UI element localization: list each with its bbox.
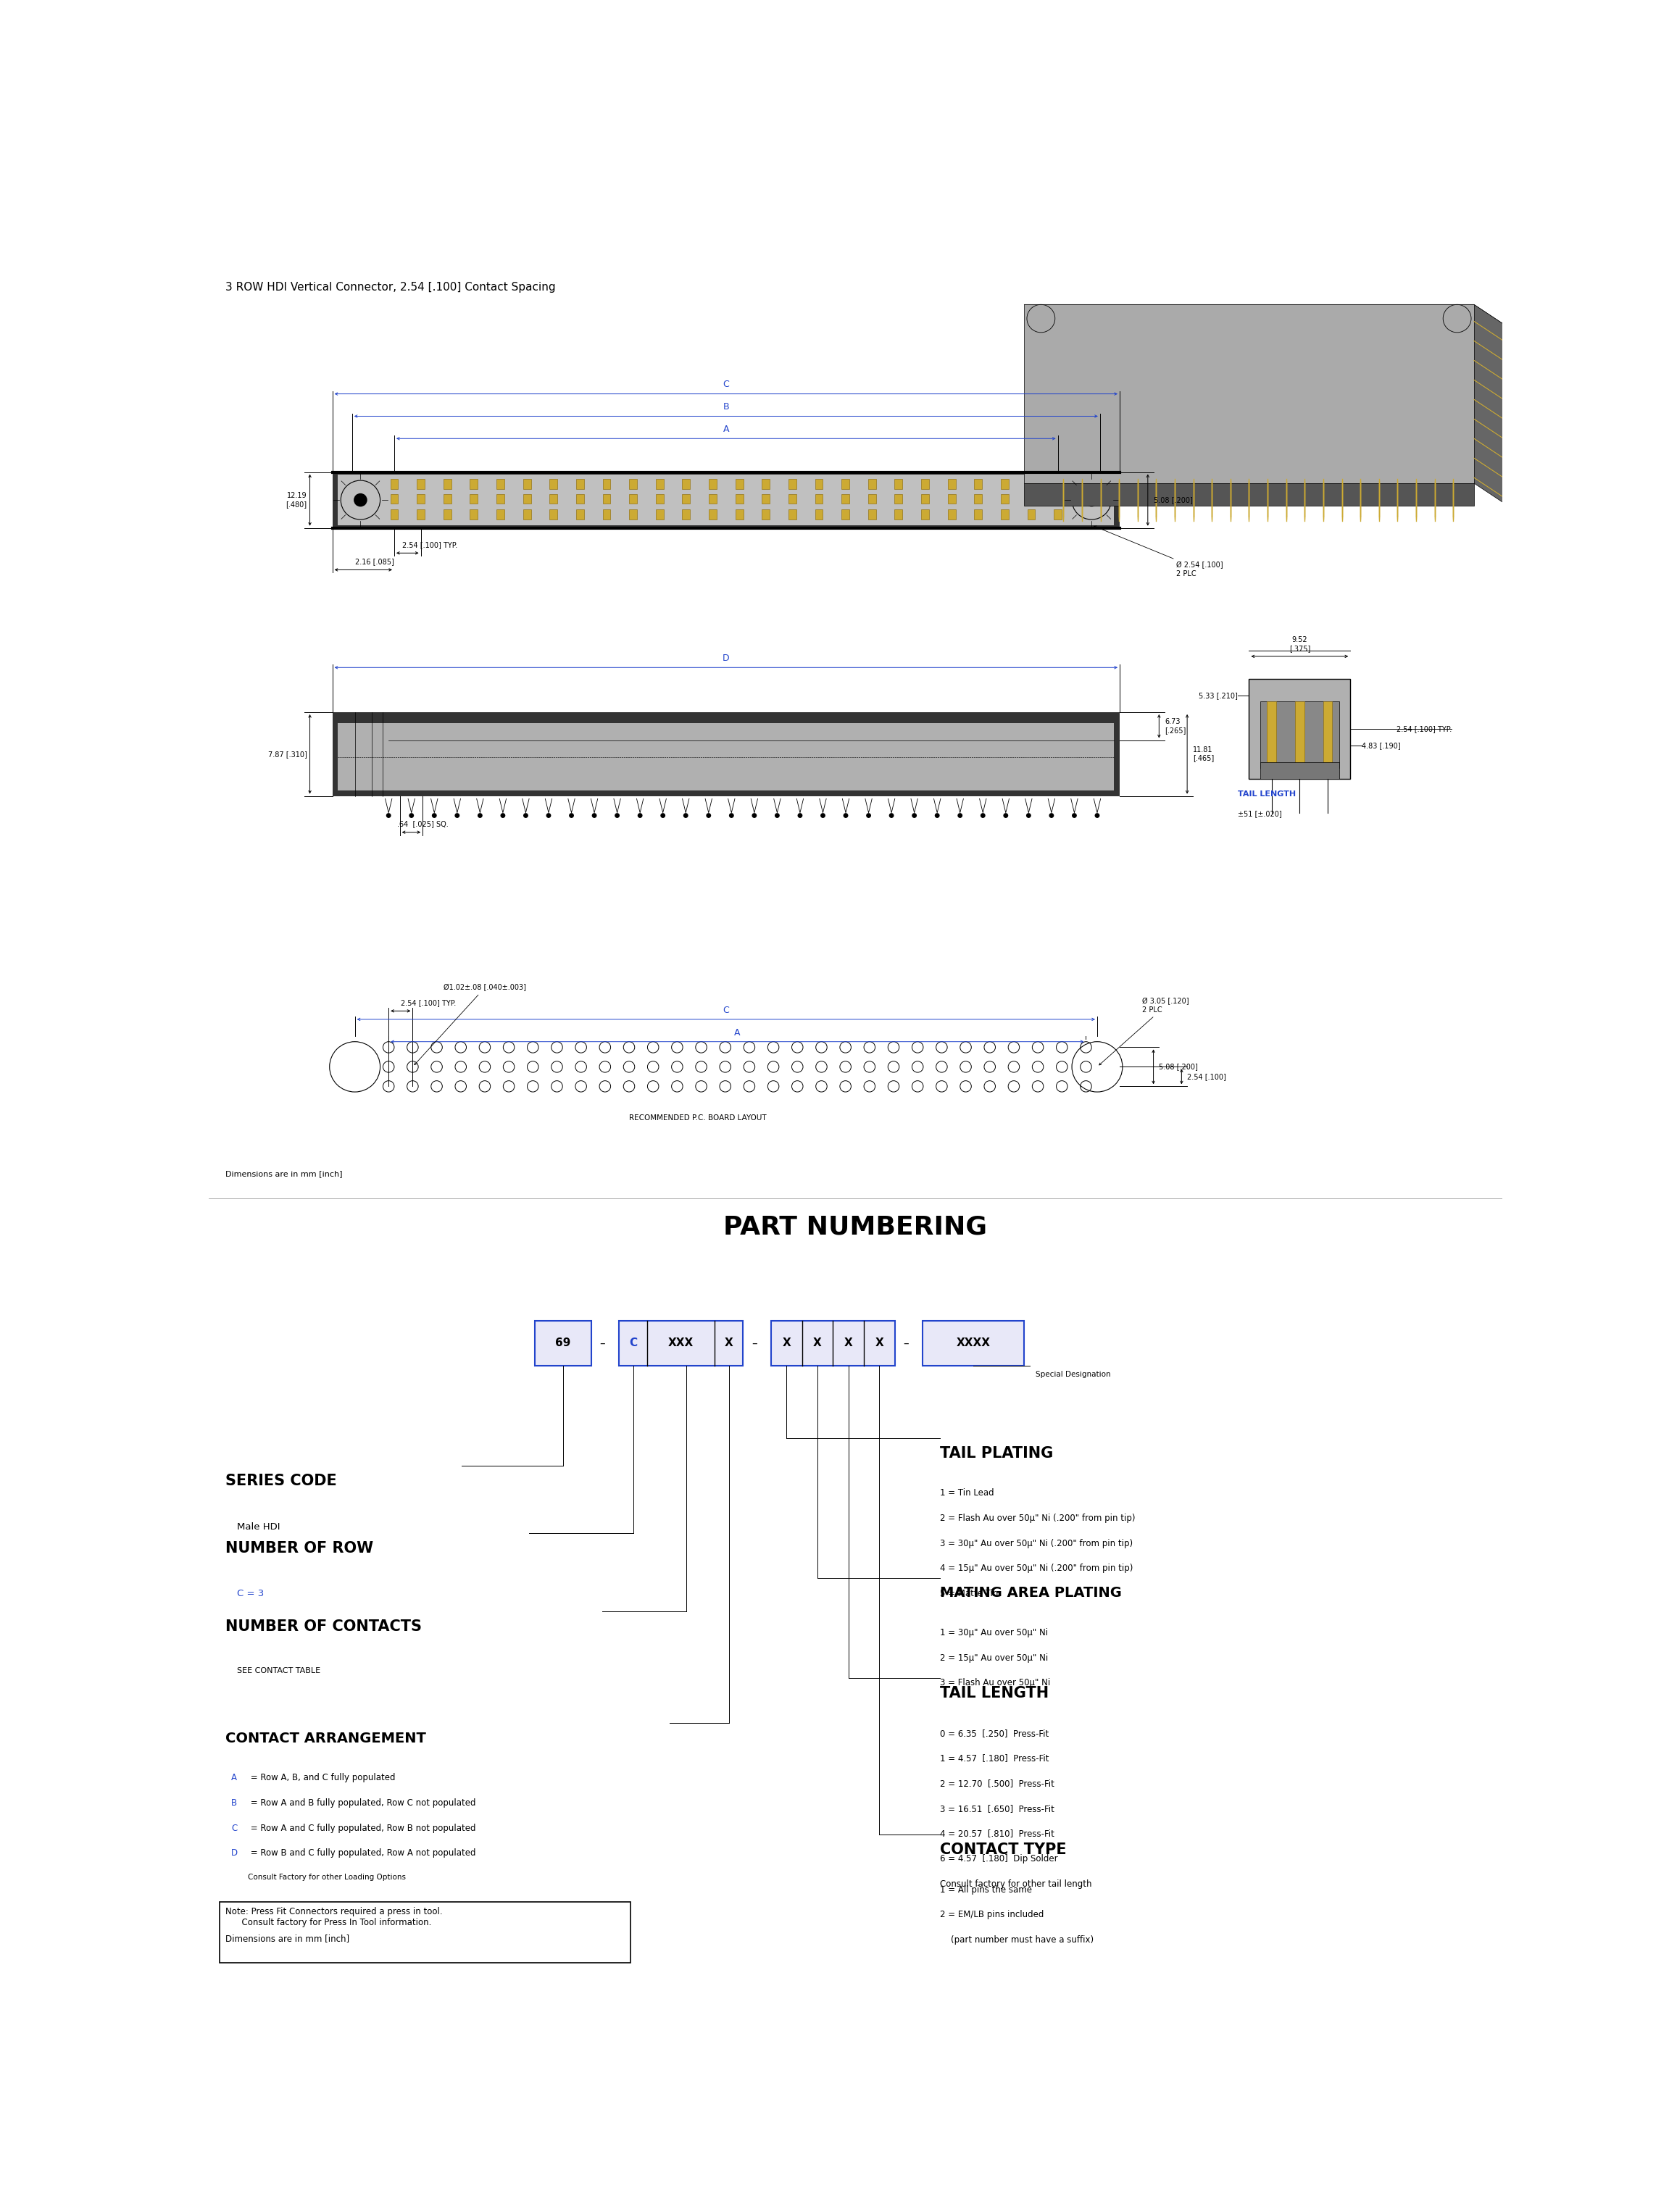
Circle shape <box>729 814 733 818</box>
Bar <box>683 493 691 504</box>
Text: X: X <box>813 1338 821 1349</box>
Text: XXX: XXX <box>668 1338 694 1349</box>
Text: 1 = 4.57  [.180]  Press-Fit: 1 = 4.57 [.180] Press-Fit <box>940 1754 1048 1763</box>
Text: TAIL PLATING: TAIL PLATING <box>940 1447 1053 1460</box>
Text: 1 = Tin Lead: 1 = Tin Lead <box>940 1489 993 1498</box>
Circle shape <box>387 814 391 818</box>
Bar <box>549 509 557 520</box>
Bar <box>1028 478 1035 489</box>
Text: 5.08 [.200]: 5.08 [.200] <box>1153 495 1192 504</box>
Circle shape <box>354 493 367 507</box>
Bar <box>683 478 691 489</box>
Text: Ø 2.54 [.100]
2 PLC: Ø 2.54 [.100] 2 PLC <box>1095 526 1223 577</box>
Circle shape <box>501 814 504 818</box>
Text: 4 = 20.57  [.810]  Press-Fit: 4 = 20.57 [.810] Press-Fit <box>940 1829 1055 1838</box>
Bar <box>656 493 664 504</box>
Bar <box>417 478 424 489</box>
Text: –: – <box>599 1338 606 1349</box>
Circle shape <box>684 814 688 818</box>
Bar <box>522 478 531 489</box>
Text: A: A <box>723 425 729 434</box>
Bar <box>736 509 743 520</box>
Bar <box>471 493 477 504</box>
Bar <box>948 478 956 489</box>
Circle shape <box>638 814 643 818</box>
Bar <box>629 478 638 489</box>
Bar <box>471 478 477 489</box>
Circle shape <box>1026 814 1030 818</box>
Text: 3 = 16.51  [.650]  Press-Fit: 3 = 16.51 [.650] Press-Fit <box>940 1805 1055 1814</box>
Text: –: – <box>903 1338 908 1349</box>
Text: = Row B and C fully populated, Row A not populated: = Row B and C fully populated, Row A not… <box>249 1849 476 1858</box>
Text: D: D <box>230 1849 237 1858</box>
Circle shape <box>1050 814 1053 818</box>
Text: C = 3: C = 3 <box>237 1588 264 1599</box>
Bar <box>337 723 1115 790</box>
Circle shape <box>935 814 940 818</box>
Bar <box>709 478 716 489</box>
Bar <box>576 509 584 520</box>
Text: 12.19
[.480]: 12.19 [.480] <box>285 491 307 509</box>
Bar <box>332 471 1120 529</box>
Text: X: X <box>724 1338 733 1349</box>
Text: Ø1.02±.08 [.040±.003]: Ø1.02±.08 [.040±.003] <box>414 984 526 1064</box>
Circle shape <box>981 814 985 818</box>
Circle shape <box>524 814 527 818</box>
Text: 2 = 15μ" Au over 50μ" Ni: 2 = 15μ" Au over 50μ" Ni <box>940 1652 1048 1663</box>
Text: Note: Press Fit Connectors required a press in tool.
      Consult factory for P: Note: Press Fit Connectors required a pr… <box>225 1907 442 1927</box>
Bar <box>444 509 451 520</box>
Bar <box>761 478 769 489</box>
Text: 1 = 30μ" Au over 50μ" Ni: 1 = 30μ" Au over 50μ" Ni <box>940 1628 1048 1637</box>
Bar <box>1053 509 1061 520</box>
Text: .64  [.025] SQ.: .64 [.025] SQ. <box>397 821 449 827</box>
Bar <box>1295 701 1303 768</box>
Bar <box>975 478 981 489</box>
Circle shape <box>774 814 779 818</box>
Text: Male HDI: Male HDI <box>237 1522 280 1531</box>
Text: X: X <box>783 1338 791 1349</box>
Circle shape <box>753 814 756 818</box>
Bar <box>391 509 399 520</box>
Bar <box>619 1321 743 1365</box>
Polygon shape <box>1025 305 1542 349</box>
Text: C: C <box>629 1338 638 1349</box>
Bar <box>534 1321 591 1365</box>
Bar <box>576 478 584 489</box>
Polygon shape <box>1025 482 1474 507</box>
Text: SERIES CODE: SERIES CODE <box>225 1473 337 1489</box>
Circle shape <box>1095 814 1100 818</box>
Text: TAIL LENGTH: TAIL LENGTH <box>940 1686 1048 1701</box>
Bar <box>629 509 638 520</box>
Circle shape <box>958 814 961 818</box>
Text: RECOMMENDED P.C. BOARD LAYOUT: RECOMMENDED P.C. BOARD LAYOUT <box>629 1115 766 1121</box>
Text: XXXX: XXXX <box>956 1338 990 1349</box>
Bar <box>496 478 504 489</box>
Text: Consult factory for other tail length: Consult factory for other tail length <box>940 1880 1092 1889</box>
Bar <box>788 493 796 504</box>
Text: TAIL LENGTH: TAIL LENGTH <box>1238 790 1295 799</box>
Bar <box>576 493 584 504</box>
Text: NUMBER OF CONTACTS: NUMBER OF CONTACTS <box>225 1619 422 1635</box>
Text: 1 = All pins the same: 1 = All pins the same <box>940 1885 1031 1893</box>
Text: 2.54 [.100]: 2.54 [.100] <box>1187 1073 1227 1079</box>
Bar <box>1028 509 1035 520</box>
Bar <box>549 493 557 504</box>
Text: (part number must have a suffix): (part number must have a suffix) <box>940 1936 1093 1944</box>
Bar <box>948 509 956 520</box>
Text: Ø 3.05 [.120]
2 PLC: Ø 3.05 [.120] 2 PLC <box>1100 998 1188 1064</box>
Bar <box>841 478 850 489</box>
Bar <box>868 493 876 504</box>
Bar <box>220 1902 631 1962</box>
Text: 2 = 12.70  [.500]  Press-Fit: 2 = 12.70 [.500] Press-Fit <box>940 1778 1055 1787</box>
Bar <box>709 493 716 504</box>
Bar <box>814 478 823 489</box>
Text: 11.81
[.465]: 11.81 [.465] <box>1193 745 1213 761</box>
Circle shape <box>706 814 711 818</box>
Bar <box>761 509 769 520</box>
Text: –: – <box>751 1338 758 1349</box>
Text: 3 = 30μ" Au over 50μ" Ni (.200" from pin tip): 3 = 30μ" Au over 50μ" Ni (.200" from pin… <box>940 1540 1133 1548</box>
Bar <box>1053 478 1061 489</box>
Text: PART NUMBERING: PART NUMBERING <box>723 1214 988 1239</box>
Bar <box>496 493 504 504</box>
Text: 69: 69 <box>556 1338 571 1349</box>
